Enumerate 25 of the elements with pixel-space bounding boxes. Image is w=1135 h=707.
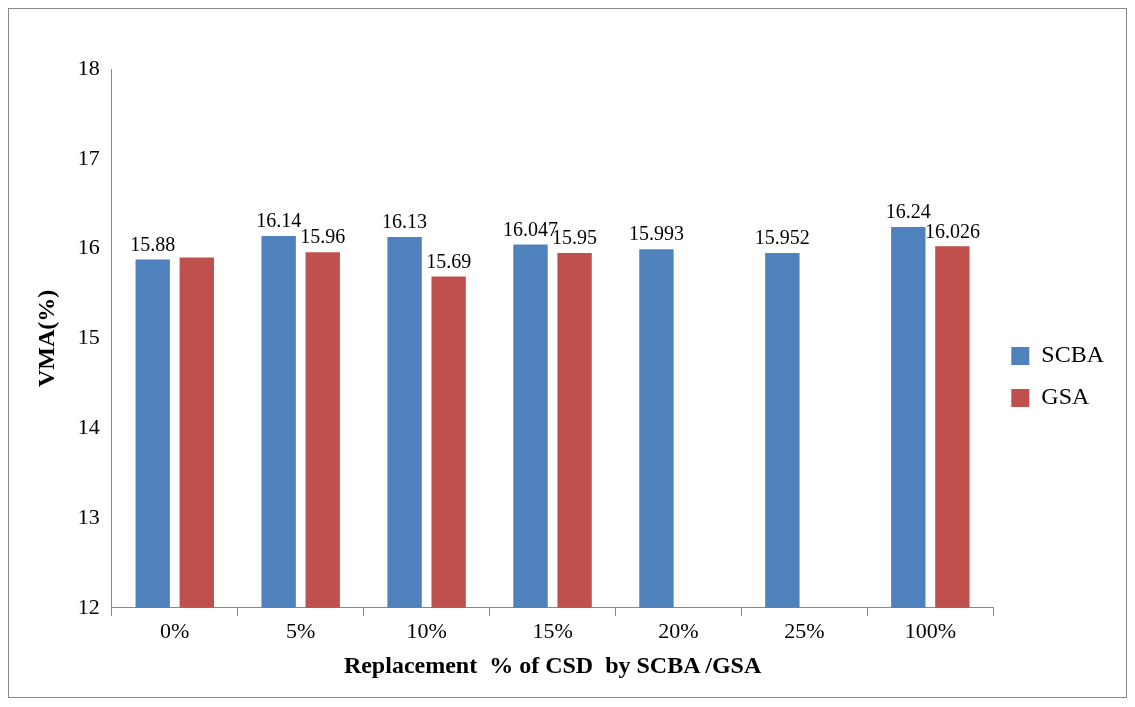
x-tick-label: 100% <box>904 617 956 643</box>
x-tick-label: 15% <box>532 617 573 643</box>
x-axis-title: Replacement % of CSD by SCBA /GSA <box>343 651 762 678</box>
y-axis-title: VMA(%) <box>32 289 59 388</box>
y-tick-label: 16 <box>77 234 100 260</box>
x-tick-label: 20% <box>658 617 699 643</box>
y-tick-label: 12 <box>77 593 100 619</box>
data-label: 15.952 <box>754 226 810 249</box>
y-tick-label: 14 <box>77 413 100 439</box>
data-label: 15.88 <box>130 232 176 255</box>
y-tick-label: 13 <box>77 503 100 529</box>
legend-label: GSA <box>1041 383 1090 410</box>
data-label: 15.96 <box>300 225 346 248</box>
data-label: 16.13 <box>382 210 428 233</box>
y-tick-label: 17 <box>77 144 100 170</box>
x-tick-label: 5% <box>286 617 316 643</box>
x-tick-label: 25% <box>784 617 825 643</box>
x-tick-label: 0% <box>160 617 190 643</box>
data-label: 16.14 <box>256 209 302 232</box>
x-tick-label: 10% <box>406 617 447 643</box>
data-label: 15.69 <box>426 249 472 272</box>
y-tick-label: 18 <box>77 54 100 80</box>
y-tick-label: 15 <box>77 324 100 350</box>
data-label: 15.993 <box>628 222 684 245</box>
legend-label: SCBA <box>1041 341 1105 368</box>
